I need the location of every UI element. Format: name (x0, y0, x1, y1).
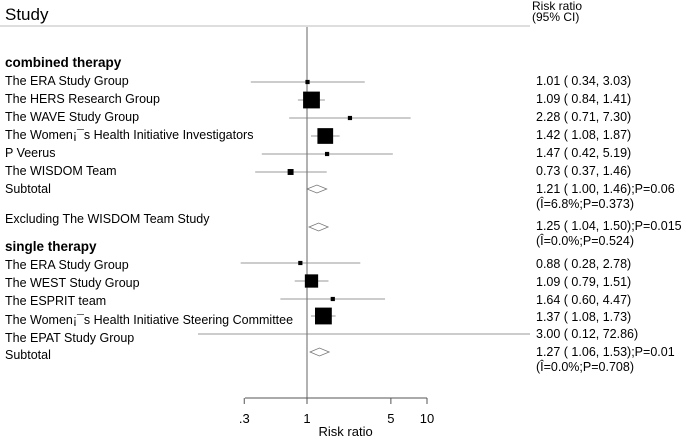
x-tick-label: .3 (238, 411, 250, 426)
weight-square (298, 260, 303, 266)
study-label: The ERA Study Group (5, 74, 129, 88)
study-estimate: 2.28 ( 0.71, 7.30) (536, 110, 632, 124)
section-title-single: single therapy (5, 239, 97, 254)
study-estimate: 1.64 ( 0.60, 4.47) (536, 293, 632, 307)
study-label: P Veerus (5, 146, 56, 160)
study-estimate: 1.42 ( 1.08, 1.87) (536, 128, 632, 142)
subtotal-heterogeneity: (Î=0.0%;P=0.524) (536, 234, 634, 248)
weight-square (305, 79, 310, 85)
study-label: The HERS Research Group (5, 92, 160, 106)
study-label: The ESPRIT team (5, 294, 107, 308)
study-label: The WEST Study Group (5, 276, 140, 290)
x-axis-label: Risk ratio (318, 424, 373, 439)
study-estimate: 3.00 ( 0.12, 72.86) (536, 327, 639, 341)
study-estimate: 1.01 ( 0.34, 3.03) (536, 74, 632, 88)
section-title-combined: combined therapy (5, 55, 122, 70)
study-estimate: 1.47 ( 0.42, 5.19) (536, 146, 632, 160)
weight-square (324, 151, 330, 157)
subtotal-estimate: 1.21 ( 1.00, 1.46);P=0.06 (536, 182, 675, 196)
weight-square (347, 115, 353, 121)
study-label: The WAVE Study Group (5, 110, 140, 124)
study-estimate: 1.09 ( 0.84, 1.41) (536, 92, 632, 106)
study-estimate: 1.37 ( 1.08, 1.73) (536, 310, 632, 324)
x-tick-label: 1 (303, 411, 311, 426)
weight-square (304, 274, 319, 288)
x-tick-label: 5 (387, 411, 395, 426)
pooled-diamond (308, 222, 330, 232)
weight-square (287, 169, 294, 175)
subtotal-label: Subtotal (5, 348, 51, 362)
study-label: The Women¡¯s Health Initiative Investiga… (5, 128, 254, 142)
study-label: The WISDOM Team (5, 164, 117, 178)
study-estimate: 1.09 ( 0.79, 1.51) (536, 275, 632, 289)
study-label: The EPAT Study Group (5, 331, 135, 345)
subtotal-heterogeneity: (Î=0.0%;P=0.708) (536, 360, 634, 374)
study-estimate: 0.88 ( 0.28, 2.78) (536, 257, 632, 271)
header-ci: (95% CI) (532, 10, 580, 24)
study-label: The ERA Study Group (5, 258, 129, 272)
weight-square (330, 296, 335, 302)
study-estimate: 0.73 ( 0.37, 1.46) (536, 164, 632, 178)
weight-square (317, 128, 334, 144)
subtotal-label: Subtotal (5, 182, 51, 196)
study-label: The Women¡¯s Health Initiative Steering … (5, 313, 294, 327)
subtotal-estimate: 1.25 ( 1.04, 1.50);P=0.015 (536, 219, 682, 233)
subtotal-estimate: 1.27 ( 1.06, 1.53);P=0.01 (536, 345, 675, 359)
x-tick-label: 10 (419, 411, 435, 426)
weight-square (303, 91, 320, 109)
header-effect: Risk ratio (532, 0, 583, 13)
subtotal-heterogeneity: (Î=6.8%;P=0.373) (536, 197, 634, 211)
weight-square (315, 307, 332, 325)
subtotal-label: Excluding The WISDOM Team Study (5, 212, 210, 226)
pooled-diamond (309, 347, 331, 357)
header-study: Study (5, 5, 49, 24)
pooled-diamond (305, 184, 328, 194)
